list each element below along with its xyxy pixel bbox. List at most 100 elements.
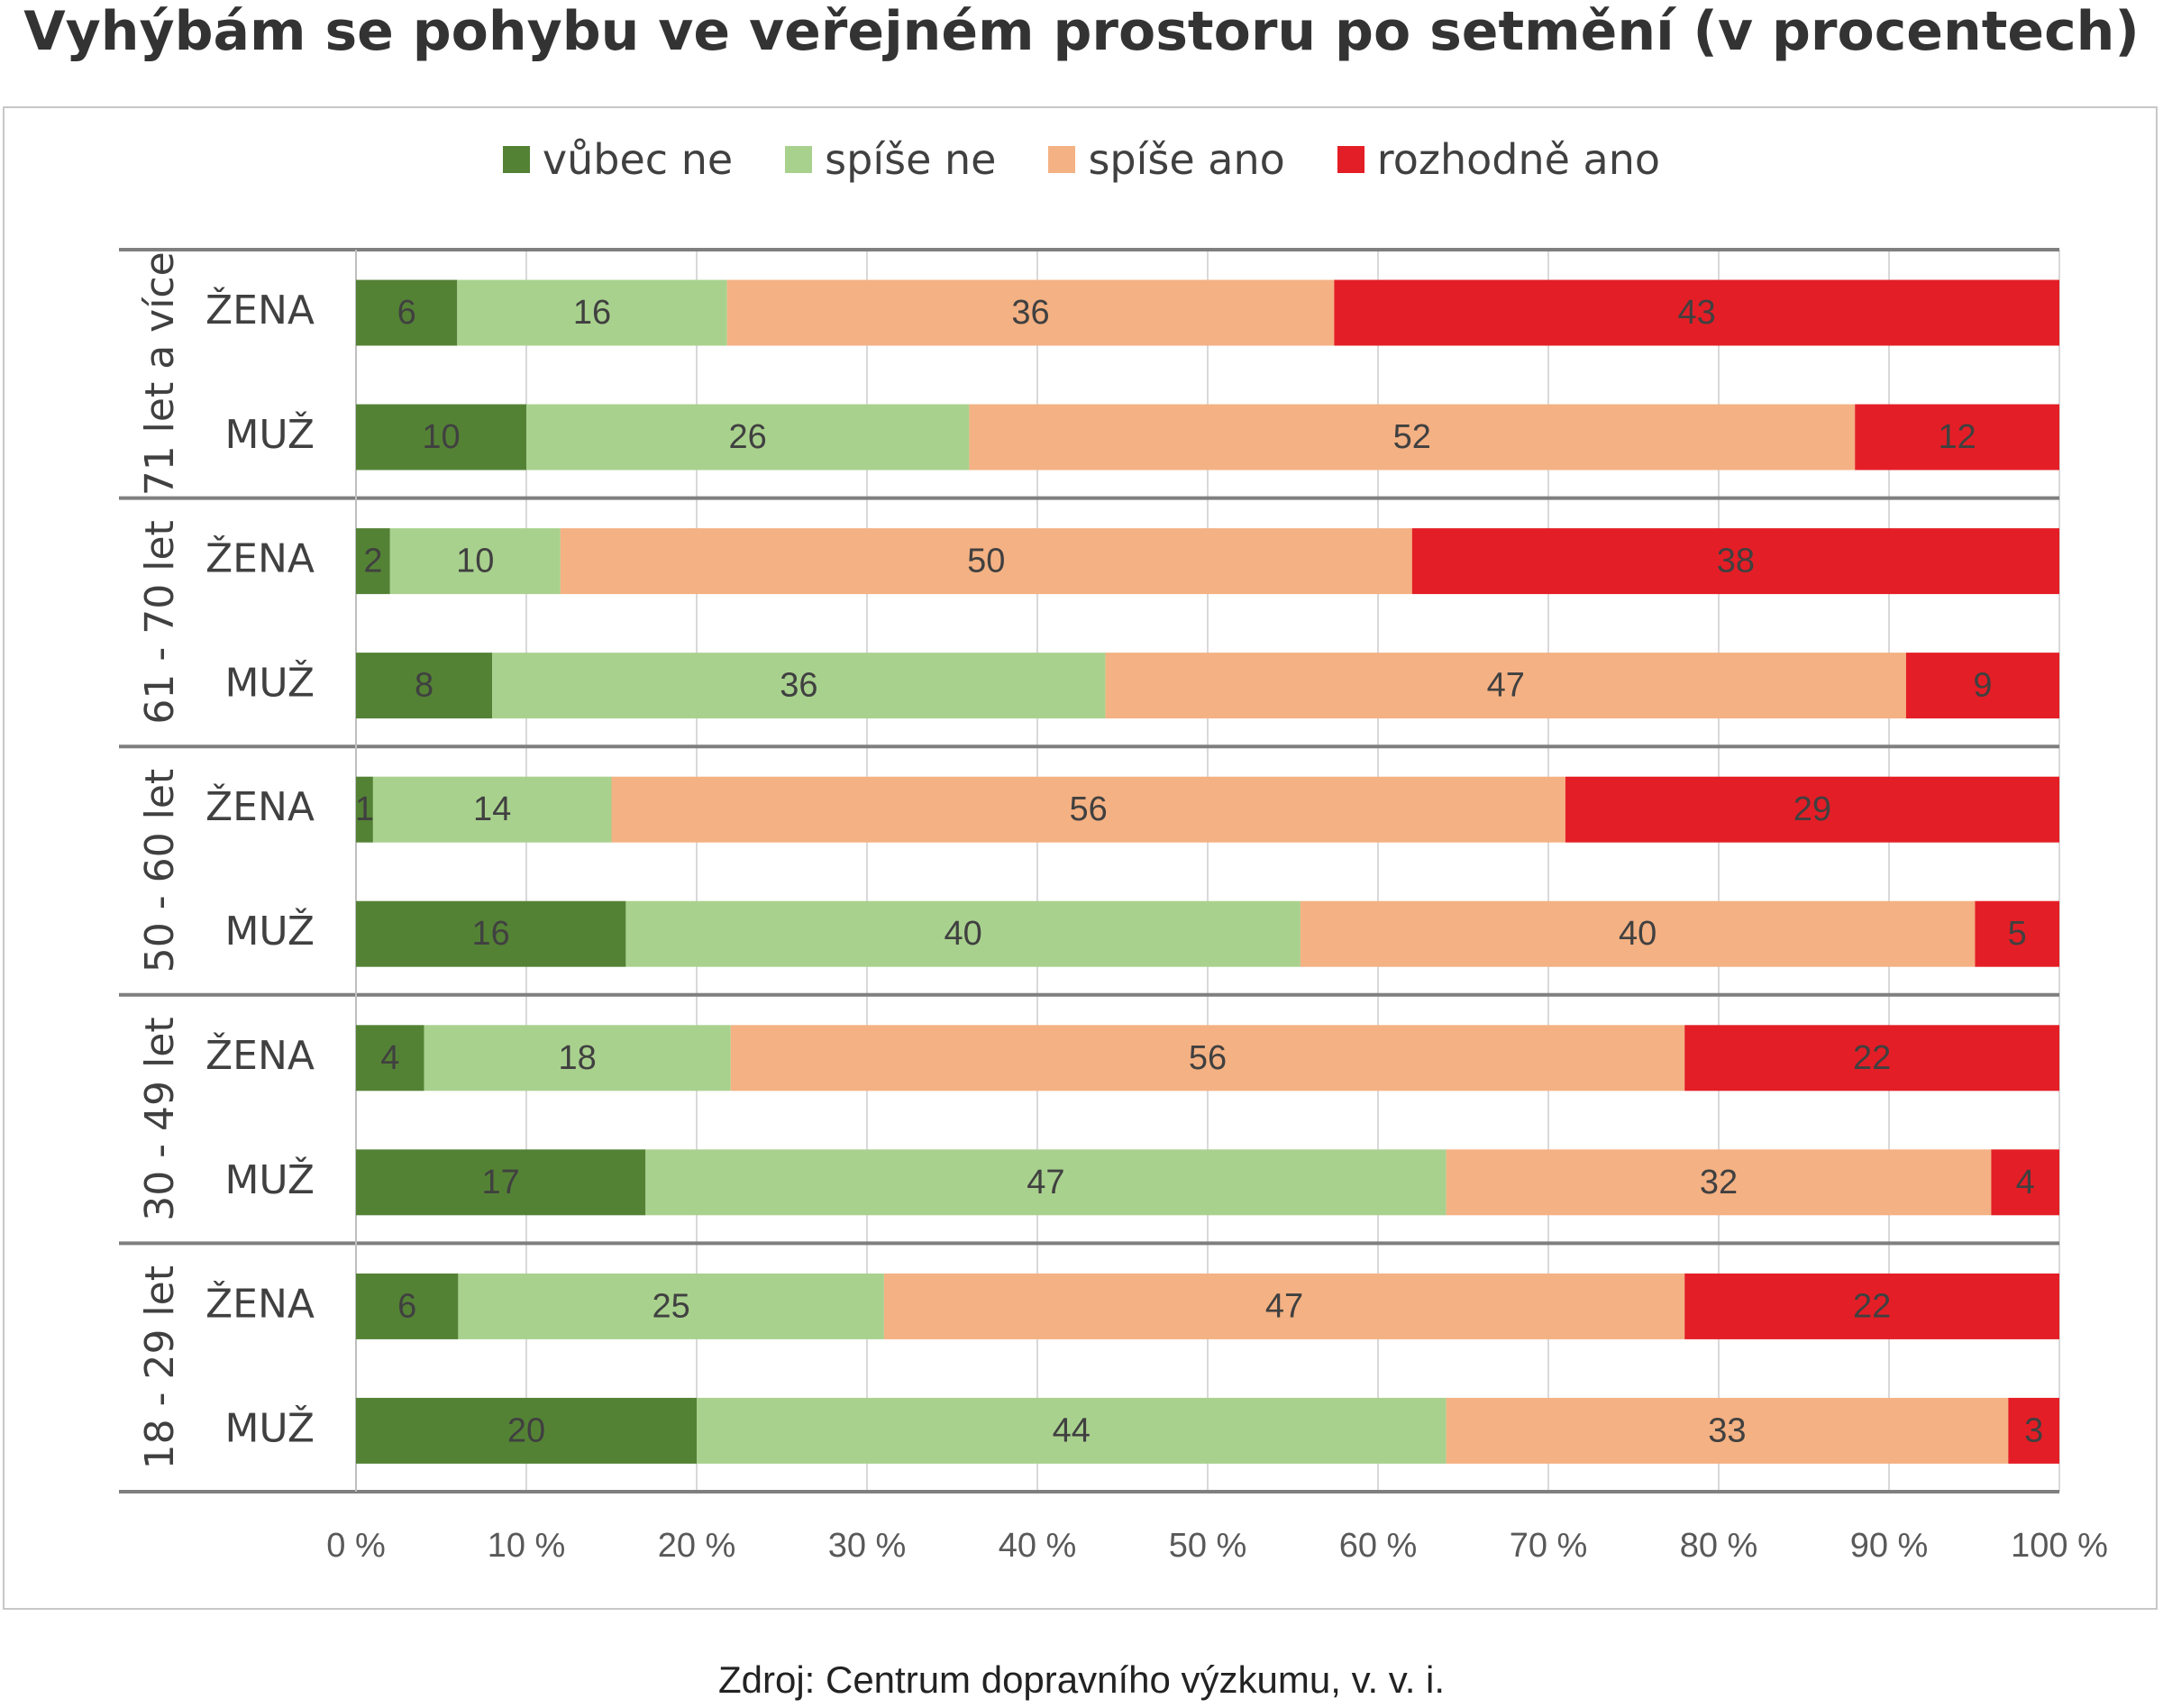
x-tick-label: 80 % [1680, 1527, 1758, 1565]
bar-segment [2008, 1397, 2059, 1464]
data-label: 14 [473, 790, 511, 828]
bar-segment [1411, 528, 2059, 595]
bar-segment [356, 900, 626, 967]
legend-item: rozhodně ano [1337, 135, 1660, 184]
bar-segment [883, 1273, 1685, 1339]
bar-segment [356, 1025, 424, 1091]
legend-item: spíše ano [1048, 135, 1285, 184]
bar-segment [457, 279, 727, 346]
legend-swatch [1048, 146, 1076, 173]
legend-swatch [1337, 146, 1364, 173]
bar-segment [458, 1273, 884, 1339]
bar-segment [1975, 900, 2059, 967]
bar-segment [969, 404, 1856, 470]
sex-label: ŽENA [205, 782, 315, 830]
data-label: 56 [1189, 1039, 1227, 1077]
bar-segment [356, 528, 390, 595]
age-group-label: 61 - 70 let [137, 520, 183, 724]
age-group-label: 50 - 60 let [137, 769, 183, 973]
x-tick-label: 20 % [658, 1527, 736, 1565]
legend-swatch [785, 146, 813, 173]
bar-segment [389, 528, 561, 595]
data-label: 16 [573, 294, 611, 332]
sex-label: ŽENA [205, 1279, 315, 1327]
sex-label: MUŽ [224, 907, 315, 954]
bar-segment [356, 653, 493, 719]
x-tick-label: 50 % [1169, 1527, 1247, 1565]
bar-segment [372, 776, 612, 843]
bar-segment [1684, 1025, 2059, 1091]
chart-frame [3, 106, 2158, 1610]
legend-label: spíše ne [825, 135, 997, 184]
data-label: 40 [1619, 915, 1656, 953]
bar-segment [1855, 404, 2059, 470]
x-tick-label: 90 % [1850, 1527, 1929, 1565]
x-tick-label: 70 % [1510, 1527, 1588, 1565]
sex-label: ŽENA [205, 534, 315, 582]
data-label: 22 [1853, 1039, 1891, 1077]
bar-segment [726, 279, 1335, 346]
x-tick-label: 30 % [828, 1527, 907, 1565]
legend: vůbec ne spíše ne spíše ano rozhodně ano [0, 135, 2163, 184]
data-label: 36 [1011, 294, 1049, 332]
data-label: 18 [559, 1039, 597, 1077]
bar-segment [492, 653, 1106, 719]
data-label: 20 [507, 1411, 545, 1449]
data-label: 9 [1973, 667, 1992, 705]
data-label: 36 [780, 667, 817, 705]
bar-segment [625, 900, 1301, 967]
data-label: 6 [397, 1287, 416, 1325]
bar-segment [1446, 1149, 1992, 1216]
legend-label: vůbec ne [542, 135, 734, 184]
bar-segment [1105, 653, 1906, 719]
bar-segment [1300, 900, 1976, 967]
data-label: 22 [1853, 1287, 1891, 1325]
bar-segment [560, 528, 1412, 595]
data-label: 33 [1708, 1411, 1746, 1449]
sex-label: MUŽ [224, 1403, 315, 1451]
bar-segment [356, 279, 458, 346]
bar-segment [526, 404, 970, 470]
data-label: 12 [1938, 418, 1976, 456]
bar-segment [356, 776, 373, 843]
data-label: 4 [380, 1039, 399, 1077]
data-label: 16 [472, 915, 510, 953]
data-label: 44 [1053, 1411, 1091, 1449]
data-label: 1 [355, 790, 374, 828]
data-label: 2 [363, 543, 382, 580]
bar-segment [1684, 1273, 2059, 1339]
data-label: 52 [1393, 418, 1431, 456]
sex-label: MUŽ [224, 659, 315, 707]
bar-segment [645, 1149, 1447, 1216]
data-label: 38 [1717, 543, 1755, 580]
sex-label: MUŽ [224, 410, 315, 458]
bar-segment [424, 1025, 731, 1091]
x-tick-label: 0 % [326, 1527, 385, 1565]
bar-segment [1446, 1397, 2009, 1464]
x-tick-label: 60 % [1339, 1527, 1418, 1565]
sex-label: ŽENA [205, 1031, 315, 1079]
data-label: 32 [1700, 1164, 1738, 1201]
age-group-label: 18 - 29 let [137, 1265, 183, 1469]
data-label: 26 [729, 418, 767, 456]
data-label: 47 [1265, 1287, 1303, 1325]
data-label: 10 [456, 543, 494, 580]
chart-title: Vyhýbám se pohybu ve veřejném prostoru p… [23, 0, 2140, 63]
data-label: 4 [2016, 1164, 2035, 1201]
bar-segment [356, 1273, 459, 1339]
age-group-label: 30 - 49 let [137, 1017, 183, 1220]
bar-segment [1334, 279, 2059, 346]
legend-label: spíše ano [1088, 135, 1285, 184]
sex-label: ŽENA [205, 286, 315, 333]
sex-label: MUŽ [224, 1155, 315, 1203]
bar-segment [1905, 653, 2059, 719]
legend-item: vůbec ne [502, 135, 734, 184]
data-label: 10 [422, 418, 460, 456]
data-label: 43 [1678, 294, 1716, 332]
data-label: 6 [397, 294, 416, 332]
bar-segment [1991, 1149, 2059, 1216]
data-label: 56 [1070, 790, 1108, 828]
bar-segment [1565, 776, 2059, 843]
legend-label: rozhodně ano [1376, 135, 1661, 184]
